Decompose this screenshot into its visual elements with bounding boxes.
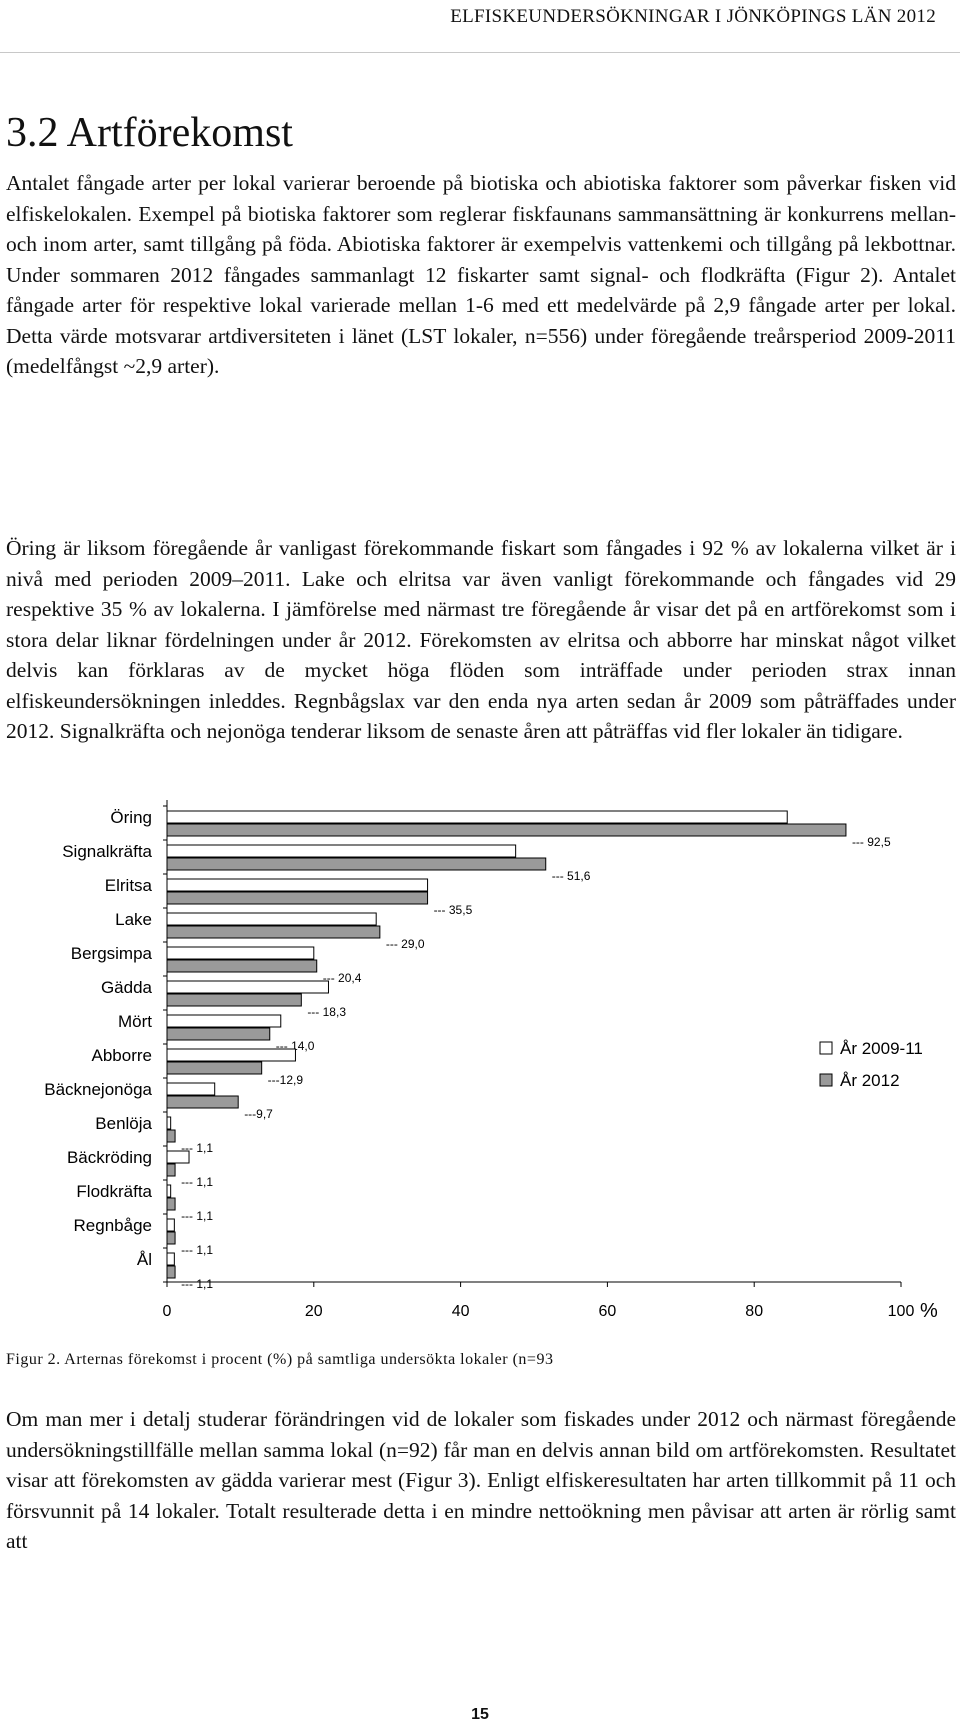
bar-2012 (166, 1027, 271, 1041)
bar-2009-11 (166, 1116, 172, 1130)
value-label: --- 1,1 (181, 1175, 213, 1189)
bar-2009-11 (166, 1082, 216, 1096)
bar-2009-11 (166, 810, 788, 824)
header-rule (0, 52, 960, 53)
paragraph-intro: Antalet fångade arter per lokal varierar… (6, 171, 956, 378)
bar-2012 (166, 1265, 176, 1279)
x-tick-label: 40 (452, 1303, 470, 1320)
bar-2009-11 (166, 1048, 296, 1062)
x-tick-label: 100 (888, 1303, 915, 1320)
category-label: Mört (118, 1012, 152, 1031)
bar-2012 (166, 1163, 176, 1177)
section-title: 3.2 Artförekomst (6, 110, 293, 156)
value-label: --- 1,1 (181, 1209, 213, 1223)
category-label: Ål (137, 1250, 152, 1269)
bar-2012 (166, 925, 381, 939)
x-tick-label: 60 (599, 1303, 617, 1320)
page-number: 15 (471, 1706, 489, 1723)
category-label: Abborre (92, 1046, 152, 1065)
category-label: Regnbåge (74, 1216, 152, 1235)
x-tick-label: 80 (745, 1303, 763, 1320)
bar-2012 (166, 857, 547, 871)
bar-2012 (166, 823, 847, 837)
bar-2009-11 (166, 1150, 190, 1164)
bar-2012 (166, 1095, 239, 1109)
value-label: --- 92,5 (852, 835, 891, 849)
category-label: Bergsimpa (71, 944, 153, 963)
figure-caption: Figur 2. Arternas förekomst i procent (%… (6, 1351, 554, 1368)
legend-swatch (819, 1041, 833, 1055)
running-header: ELFISKEUNDERSÖKNINGAR I JÖNKÖPINGS LÄN 2… (450, 6, 936, 27)
value-label: --- 35,5 (434, 903, 473, 917)
value-label: ---12,9 (268, 1073, 304, 1087)
bar-2012 (166, 1061, 263, 1075)
value-label: --- 1,1 (181, 1243, 213, 1257)
value-label: --- 51,6 (552, 869, 591, 883)
category-label: Flodkräfta (76, 1182, 152, 1201)
legend-label: År 2009-11 (840, 1039, 923, 1058)
legend-swatch (819, 1073, 833, 1087)
bar-2009-11 (166, 1252, 175, 1266)
species-occurrence-chart: Öring --- 92,5 Signalkräfta --- 51,6 Elritsa… (44, 800, 938, 1322)
value-label: --- 18,3 (307, 1005, 346, 1019)
bar-2009-11 (166, 980, 329, 994)
category-label: Elritsa (105, 876, 153, 895)
category-label: Lake (115, 910, 152, 929)
value-label: --- 20,4 (323, 971, 362, 985)
category-label: Gädda (101, 978, 153, 997)
category-label: Benlöja (95, 1114, 152, 1133)
x-unit-label: % (920, 1300, 938, 1322)
bar-2009-11 (166, 878, 429, 892)
value-label: --- 1,1 (181, 1277, 213, 1291)
bar-2012 (166, 1129, 176, 1143)
legend-label: År 2012 (840, 1071, 900, 1090)
category-label: Signalkräfta (62, 842, 152, 861)
paragraph-comparison: Om man mer i detalj studerar förändringe… (6, 1407, 956, 1553)
category-label: Öring (110, 808, 152, 827)
bar-2009-11 (166, 1014, 282, 1028)
bar-2009-11 (166, 1218, 175, 1232)
x-tick-label: 20 (305, 1303, 323, 1320)
bar-2009-11 (166, 912, 377, 926)
bar-2009-11 (166, 844, 517, 858)
bar-2012 (166, 891, 429, 905)
bar-2012 (166, 993, 302, 1007)
bar-2012 (166, 959, 318, 973)
bar-2012 (166, 1231, 176, 1245)
value-label: ---9,7 (244, 1107, 273, 1121)
bar-2012 (166, 1197, 176, 1211)
bar-2009-11 (166, 946, 315, 960)
category-label: Bäcknejonöga (44, 1080, 152, 1099)
paragraph-species: Öring är liksom föregående år vanligast … (6, 536, 956, 743)
category-label: Bäckröding (67, 1148, 152, 1167)
bar-2009-11 (166, 1184, 172, 1198)
x-tick-label: 0 (163, 1303, 172, 1320)
value-label: --- 29,0 (386, 937, 425, 951)
